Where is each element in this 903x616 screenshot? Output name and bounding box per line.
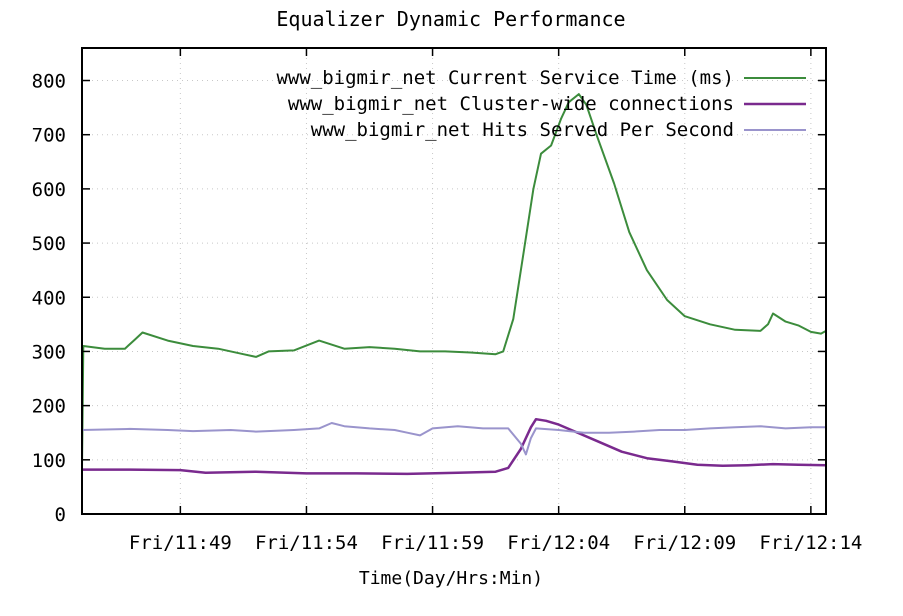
legend-label: www_bigmir_net Current Service Time (ms) (276, 67, 734, 89)
y-tick-label: 700 (32, 125, 66, 147)
chart-title: Equalizer Dynamic Performance (276, 7, 625, 31)
plot-frame (81, 47, 827, 515)
x-tick-label: Fri/12:09 (633, 532, 736, 554)
legend-label: www_bigmir_net Hits Served Per Second (311, 119, 734, 141)
y-tick-label: 300 (32, 341, 66, 363)
y-tick-label: 200 (32, 396, 66, 418)
plot-series (81, 93, 827, 476)
x-tick-label: Fri/11:59 (381, 532, 484, 554)
x-tick-label: Fri/12:14 (759, 532, 862, 554)
x-axis-label: Time(Day/Hrs:Min) (359, 568, 543, 589)
legend-label: www_bigmir_net Cluster-wide connections (288, 93, 734, 115)
x-tick-label: Fri/11:54 (255, 532, 358, 554)
y-tick-label: 400 (32, 287, 66, 309)
x-axis: Fri/11:49 Fri/11:54 Fri/11:59 Fri/12:04 Fri/… (129, 48, 862, 554)
y-tick-label: 600 (32, 179, 66, 201)
x-tick-label: Fri/11:49 (129, 532, 232, 554)
grid (82, 48, 826, 514)
y-tick-label: 0 (55, 504, 66, 526)
x-tick-label: Fri/12:04 (507, 532, 610, 554)
y-tick-label: 100 (32, 450, 66, 472)
series-line-2 (82, 417, 827, 476)
y-tick-label: 800 (32, 71, 66, 93)
y-tick-label: 500 (32, 233, 66, 255)
series-line-1 (81, 93, 827, 468)
legend: www_bigmir_net Current Service Time (ms)… (276, 67, 806, 141)
series-line-3 (81, 422, 826, 456)
y-axis: 0 100 200 300 400 500 600 700 800 (32, 71, 826, 526)
